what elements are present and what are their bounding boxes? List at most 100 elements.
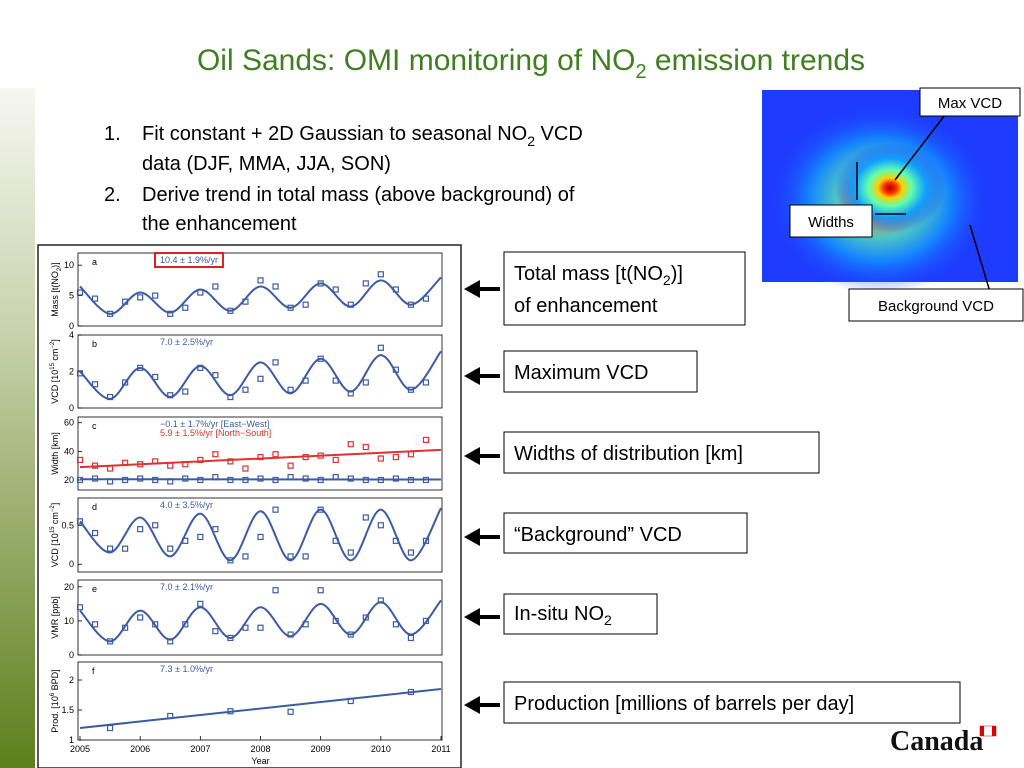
x-tick-label: 2010 xyxy=(371,744,391,754)
map-label: Background VCD xyxy=(878,298,994,315)
y-axis-label: Width [km] xyxy=(50,432,60,475)
text-part: )] xyxy=(671,263,683,285)
data-point xyxy=(422,379,430,386)
x-tick-label: 2007 xyxy=(190,744,210,754)
text-part: Total mass [t(NO xyxy=(514,263,663,285)
callout-line: Widths of distribution [km] xyxy=(514,443,743,465)
text-sub: 2 xyxy=(604,612,612,628)
data-point xyxy=(272,359,279,366)
chart-frame xyxy=(37,244,462,768)
data-point xyxy=(197,600,204,607)
data-point xyxy=(407,301,415,308)
data-point xyxy=(137,475,144,482)
panel-letter: c xyxy=(92,421,97,431)
arrow-head xyxy=(464,447,480,465)
data-point xyxy=(197,364,204,371)
trend-annotation: 5.9 ± 1.5%/yr [North−South] xyxy=(160,428,271,438)
data-point xyxy=(317,587,324,594)
data-point xyxy=(362,614,369,621)
y-tick-label: 5 xyxy=(69,291,74,301)
data-point xyxy=(152,373,159,381)
data-point xyxy=(347,549,354,556)
text-part: VCD xyxy=(535,123,583,145)
callout-box xyxy=(503,681,961,724)
callouts: Total mass [t(NO2)] of enhancement Maxim… xyxy=(503,251,961,724)
text-sub: 2 xyxy=(527,133,535,149)
panel-letter: e xyxy=(92,584,97,594)
data-point xyxy=(212,451,219,458)
data-point xyxy=(91,621,99,628)
data-point xyxy=(392,453,399,461)
y-axis-label-script: −2 xyxy=(50,341,56,349)
data-point xyxy=(227,634,234,642)
y-axis-label-part: ] xyxy=(50,503,60,506)
y-axis-label-part: Prod. [10 xyxy=(50,696,60,733)
data-point xyxy=(197,289,204,296)
data-point xyxy=(377,344,384,351)
data-point xyxy=(167,462,174,469)
bullet-list: 1. Fit constant + 2D Gaussian to seasona… xyxy=(104,123,583,235)
data-point xyxy=(392,286,399,293)
data-point xyxy=(377,522,384,529)
arrow-head xyxy=(464,367,480,385)
data-point xyxy=(287,708,294,715)
data-point xyxy=(227,458,234,465)
title-sub: 2 xyxy=(635,61,646,83)
data-point xyxy=(137,461,144,468)
y-axis-label-part: cm xyxy=(50,512,60,527)
data-point xyxy=(332,474,339,481)
y-axis-label: Prod. [106 BPD] xyxy=(50,669,60,732)
data-point xyxy=(106,310,114,317)
flag-band xyxy=(980,726,984,736)
y-axis-label-script: 6 xyxy=(50,692,56,696)
data-point xyxy=(197,476,204,484)
data-point xyxy=(106,465,114,472)
data-point xyxy=(272,451,279,458)
y-axis-label-part: VCD [10 xyxy=(50,533,60,567)
data-point xyxy=(407,451,415,458)
y-tick-label: 60 xyxy=(64,418,74,428)
y-axis-label-script: −2 xyxy=(50,505,56,513)
data-point xyxy=(302,453,309,461)
data-point xyxy=(317,280,324,287)
data-point xyxy=(106,478,114,485)
list-line: Derive trend in total mass (above backgr… xyxy=(142,184,575,206)
panel-frame xyxy=(77,497,443,573)
data-point xyxy=(422,436,430,444)
data-point xyxy=(242,465,249,472)
data-point xyxy=(347,301,354,308)
data-point xyxy=(407,688,415,696)
y-axis-label: Mass [t(NO2)] xyxy=(50,262,63,316)
data-point xyxy=(242,386,249,393)
data-point xyxy=(302,621,309,628)
data-point xyxy=(422,295,430,302)
trend-annotation: 7.0 ± 2.1%/yr xyxy=(160,582,213,592)
data-point xyxy=(212,628,219,635)
fit-line xyxy=(79,276,442,315)
data-point xyxy=(91,475,99,482)
data-point xyxy=(422,476,430,484)
data-point xyxy=(152,621,159,628)
data-point xyxy=(137,526,144,533)
y-tick-label: 2 xyxy=(69,367,74,377)
data-point xyxy=(122,298,129,305)
data-point xyxy=(332,537,339,544)
data-point xyxy=(257,375,264,382)
annotation-box xyxy=(154,252,224,268)
data-point xyxy=(272,587,279,594)
map-label: Max VCD xyxy=(938,95,1002,112)
callout-line: Production [millions of barrels per day] xyxy=(514,693,854,715)
data-point xyxy=(122,476,129,484)
data-point xyxy=(106,638,114,645)
data-point xyxy=(422,537,430,544)
x-tick-label: 2011 xyxy=(431,744,450,754)
y-tick-label: 20 xyxy=(64,582,74,592)
data-point xyxy=(287,304,294,311)
data-point xyxy=(377,476,384,484)
data-point xyxy=(287,386,294,393)
data-point xyxy=(182,621,189,628)
data-point xyxy=(76,456,84,464)
data-point xyxy=(106,393,114,401)
title-part: emission trends xyxy=(647,44,865,77)
data-point xyxy=(242,624,249,631)
